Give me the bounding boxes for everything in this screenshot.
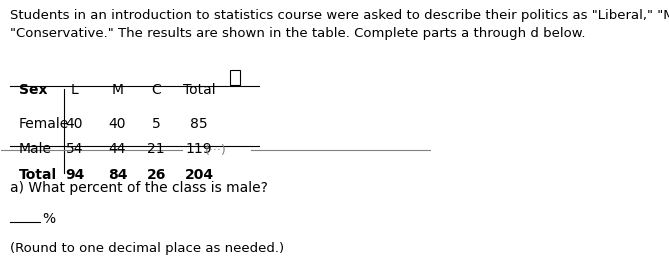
Text: C: C — [151, 83, 161, 98]
Text: 44: 44 — [108, 142, 126, 156]
Text: 84: 84 — [108, 168, 127, 182]
Text: L: L — [70, 83, 78, 98]
Text: Total: Total — [19, 168, 57, 182]
Text: 40: 40 — [66, 117, 83, 131]
Text: Total: Total — [183, 83, 215, 98]
Text: (···): (···) — [205, 144, 227, 157]
Text: Female: Female — [19, 117, 69, 131]
Text: 26: 26 — [147, 168, 166, 182]
Text: 54: 54 — [66, 142, 83, 156]
Text: 94: 94 — [65, 168, 84, 182]
Text: (Round to one decimal place as needed.): (Round to one decimal place as needed.) — [10, 242, 284, 255]
Text: 5: 5 — [152, 117, 161, 131]
Text: a) What percent of the class is male?: a) What percent of the class is male? — [10, 181, 268, 195]
Text: 40: 40 — [108, 117, 126, 131]
FancyBboxPatch shape — [230, 70, 240, 85]
Text: Students in an introduction to statistics course were asked to describe their po: Students in an introduction to statistic… — [10, 9, 669, 40]
Text: 21: 21 — [147, 142, 165, 156]
Text: %: % — [42, 211, 56, 225]
Text: 204: 204 — [185, 168, 213, 182]
Text: 119: 119 — [186, 142, 212, 156]
Text: M: M — [112, 83, 123, 98]
Text: Male: Male — [19, 142, 52, 156]
Text: 85: 85 — [190, 117, 208, 131]
Text: Sex: Sex — [19, 83, 47, 98]
